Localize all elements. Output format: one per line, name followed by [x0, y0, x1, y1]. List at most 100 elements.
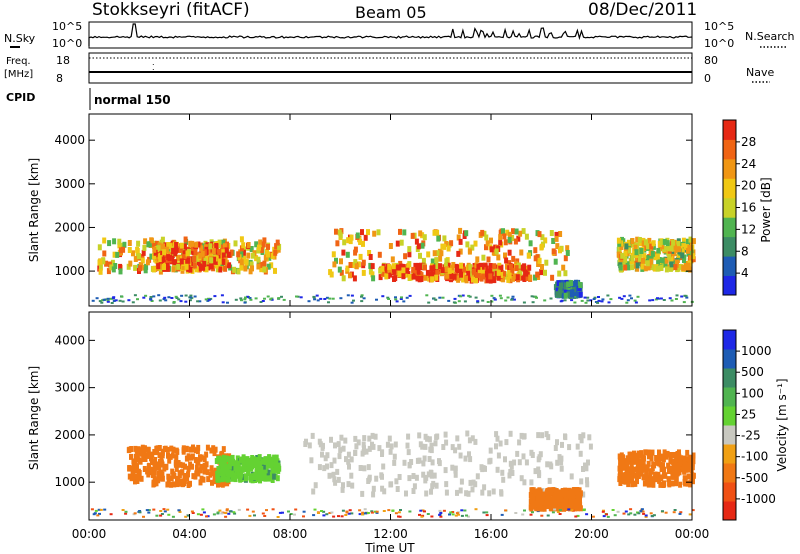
- data-cell: [687, 244, 692, 251]
- data-cell: [266, 295, 270, 298]
- data-cell: [392, 459, 397, 466]
- data-cell: [210, 479, 214, 486]
- data-cell: [353, 450, 358, 456]
- data-cell: [103, 508, 107, 511]
- data-cell: [167, 513, 171, 516]
- data-cell: [258, 239, 263, 246]
- data-cell: [632, 480, 637, 487]
- data-cell: [543, 237, 548, 244]
- data-cell: [482, 484, 487, 491]
- data-cell: [345, 265, 350, 272]
- data-cell: [452, 273, 457, 280]
- data-cell: [171, 446, 176, 453]
- data-cell: [669, 256, 674, 263]
- data-cell: [638, 240, 643, 247]
- data-cell: [411, 473, 416, 479]
- data-cell: [381, 295, 385, 298]
- data-cell: [568, 297, 572, 300]
- data-cell: [606, 515, 610, 518]
- data-cell: [118, 268, 123, 275]
- data-cell: [225, 509, 229, 512]
- data-cell: [483, 465, 487, 472]
- data-cell: [434, 298, 438, 301]
- data-cell: [420, 515, 424, 518]
- data-cell: [147, 462, 152, 469]
- data-cell: [133, 256, 138, 262]
- data-cell: [142, 466, 147, 472]
- data-cell: [173, 250, 178, 257]
- data-cell: [563, 270, 568, 277]
- data-cell: [232, 472, 237, 479]
- data-cell: [177, 509, 181, 512]
- data-cell: [173, 461, 178, 468]
- data-cell: [172, 301, 176, 303]
- data-cell: [189, 296, 193, 299]
- data-cell: [98, 264, 103, 271]
- data-cell: [294, 508, 298, 511]
- data-cell: [356, 439, 361, 446]
- data-cell: [490, 294, 494, 297]
- data-cell: [152, 449, 157, 455]
- data-cell: [498, 440, 503, 447]
- data-cell: [261, 464, 266, 471]
- data-cell: [266, 263, 271, 270]
- data-cell: [202, 456, 207, 462]
- data-cell: [675, 259, 679, 266]
- data-cell: [408, 510, 412, 513]
- data-cell: [468, 456, 473, 463]
- data-cell: [389, 481, 394, 488]
- data-cell: [626, 473, 631, 480]
- data-cell: [375, 511, 379, 514]
- data-cell: [529, 513, 533, 516]
- data-cell: [510, 267, 515, 274]
- data-cell: [465, 514, 468, 517]
- data-cell: [556, 280, 561, 287]
- data-cell: [481, 254, 486, 261]
- data-cell: [408, 294, 412, 297]
- data-cell: [651, 243, 656, 250]
- data-cell: [215, 266, 220, 273]
- velocity-colorbar-label: Velocity [m s⁻¹]: [775, 378, 789, 471]
- data-cell: [519, 475, 524, 482]
- colorbar-tick-label: -500: [741, 471, 768, 485]
- data-cell: [246, 508, 250, 511]
- data-cell: [131, 250, 135, 257]
- data-cell: [555, 459, 560, 466]
- data-cell: [352, 299, 355, 302]
- data-cell: [619, 462, 623, 469]
- data-cell: [602, 515, 606, 518]
- data-cell: [576, 291, 581, 298]
- data-cell: [448, 513, 451, 516]
- data-cell: [559, 459, 564, 466]
- data-cell: [436, 250, 440, 257]
- data-cell: [531, 498, 536, 504]
- data-cell: [274, 454, 279, 461]
- data-cell: [508, 277, 513, 284]
- data-cell: [137, 253, 141, 260]
- data-cell: [101, 258, 106, 265]
- data-cell: [511, 228, 515, 235]
- data-cell: [267, 254, 272, 261]
- data-cell: [147, 511, 151, 514]
- data-cell: [535, 296, 538, 299]
- nave-label: Nave: [746, 66, 774, 79]
- data-cell: [127, 240, 132, 246]
- data-cell: [455, 435, 460, 442]
- data-cell: [95, 297, 99, 300]
- data-cell: [367, 250, 372, 256]
- data-cell: [576, 496, 581, 503]
- data-cell: [118, 299, 122, 302]
- data-cell: [409, 459, 414, 465]
- data-cell: [368, 254, 373, 260]
- colorbar-swatch: [723, 349, 736, 369]
- data-cell: [558, 247, 562, 254]
- data-cell: [593, 296, 597, 299]
- data-cell: [394, 512, 398, 515]
- data-cell: [443, 467, 448, 474]
- data-cell: [565, 500, 570, 507]
- data-cell: [166, 452, 170, 459]
- data-cell: [569, 280, 574, 286]
- data-cell: [644, 477, 649, 484]
- data-cell: [548, 461, 553, 468]
